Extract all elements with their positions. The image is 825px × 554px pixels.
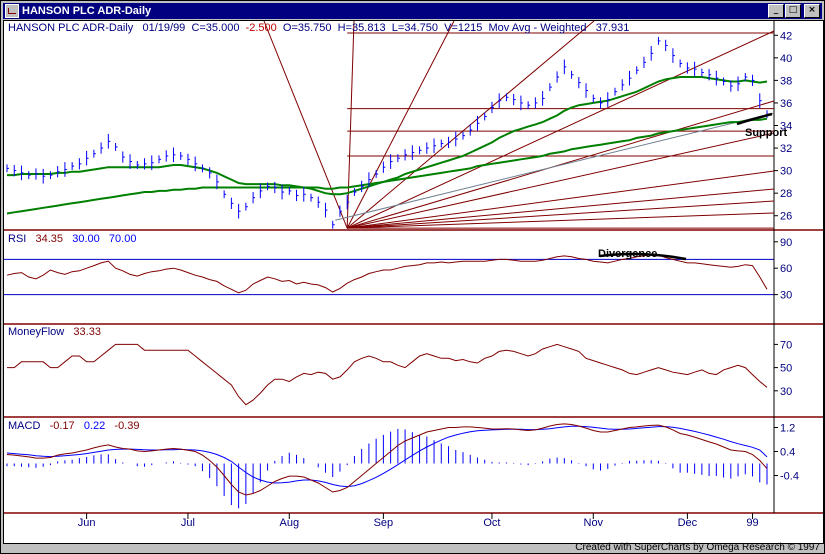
price-header: HANSON PLC ADR-Daily 01/19/99 C=35.000 -…: [8, 22, 629, 34]
moneyflow-label: MoneyFlow: [8, 326, 65, 338]
fan-line: [347, 188, 775, 229]
support-marker: [736, 112, 773, 126]
price-axis-label: 32: [780, 143, 792, 155]
chart-area[interactable]: Jun Jul Aug Sep Oct Nov Dec 99 26 28 30 32 34 36 38 40 4…: [3, 20, 824, 544]
price-axis-label: 36: [780, 98, 792, 110]
fan-line: [347, 132, 775, 229]
fan-line: [347, 200, 775, 229]
rsi-line: [6, 253, 768, 294]
low-label: L=34.750: [391, 22, 438, 34]
month-label: Dec: [678, 517, 698, 529]
month-label: Nov: [584, 517, 604, 529]
indicator-value: 37.931: [595, 22, 630, 34]
macd-header: MACD -0.17 0.22 -0.39: [8, 420, 139, 432]
close-label: C=35.000: [191, 22, 240, 34]
fan-line: [263, 21, 348, 229]
close-button[interactable]: ×: [804, 4, 820, 18]
fan-line: [346, 21, 355, 229]
month-label: Sep: [374, 517, 394, 529]
macd-value-2: 0.22: [83, 420, 106, 432]
fan-line: [346, 30, 775, 229]
fan-line: [347, 170, 775, 229]
rsi-axis-label: 60: [780, 263, 792, 275]
date-label: 01/19/99: [142, 22, 186, 34]
price-axis-label: 38: [780, 75, 792, 87]
rsi-axis-label: 90: [780, 237, 792, 249]
rsi-lower: 30.00: [72, 233, 100, 245]
change-label: -2.500: [245, 22, 277, 34]
macd-axis-label: 1.2: [780, 423, 795, 435]
month-label: Jun: [78, 517, 96, 529]
title-bar[interactable]: HANSON PLC ADR-Daily _ □ ×: [3, 3, 822, 19]
divergence-annotation: Divergence: [598, 248, 658, 260]
ma-weighted-line: [7, 76, 768, 196]
macd-value-3: -0.39: [114, 420, 140, 432]
price-axis-label: 30: [780, 166, 792, 178]
macd-line: [6, 423, 768, 496]
moneyflow-value: 33.33: [73, 326, 101, 338]
ma-slow-line: [6, 117, 768, 215]
rsi-axis-label: 30: [780, 290, 792, 302]
rsi-header: RSI 34.35 30.00 70.00: [8, 233, 136, 245]
fan-line: [347, 212, 775, 229]
minimize-button[interactable]: _: [768, 4, 784, 18]
month-label: Jul: [181, 517, 195, 529]
macd-label: MACD: [8, 420, 41, 432]
support-trendline: [335, 112, 775, 221]
moneyflow-header: MoneyFlow 33.33: [8, 326, 101, 338]
symbol-label: HANSON PLC ADR-Daily: [8, 22, 134, 34]
moneyflow-axis-label: 30: [780, 386, 792, 398]
price-axis-label: 42: [780, 30, 792, 42]
month-label: Oct: [483, 517, 500, 529]
rsi-upper: 70.00: [108, 233, 137, 245]
macd-value-1: -0.17: [49, 420, 75, 432]
price-axis-label: 34: [780, 121, 792, 133]
month-label: Aug: [279, 517, 299, 529]
credit-text: Created with SuperCharts by Omega Resear…: [575, 542, 820, 553]
window-title: HANSON PLC ADR-Daily: [22, 5, 152, 17]
moneyflow-axis-label: 70: [780, 339, 792, 351]
month-label: 99: [746, 517, 758, 529]
support-annotation: Support: [745, 127, 788, 139]
moneyflow-line: [7, 343, 768, 406]
price-axis-label: 26: [780, 211, 792, 223]
chart-app-icon[interactable]: [5, 4, 19, 18]
indicator-label: Mov Avg - Weighted: [488, 22, 587, 34]
fan-line: [346, 21, 455, 229]
volume-label: V=1215: [444, 22, 483, 34]
high-label: H=35.813: [337, 22, 386, 34]
fan-line: [347, 100, 775, 229]
macd-signal-line: [6, 425, 768, 488]
open-label: O=35.750: [282, 22, 332, 34]
rsi-value: 34.35: [35, 233, 64, 245]
price-axis-label: 28: [780, 188, 792, 200]
maximize-button[interactable]: □: [785, 4, 801, 18]
chart-svg[interactable]: Jun Jul Aug Sep Oct Nov Dec 99 26 28 30 32 34 36 38 40 4…: [4, 21, 823, 543]
macd-axis-label: 0.4: [780, 447, 795, 459]
moneyflow-axis-label: 50: [780, 363, 792, 375]
price-axis-label: 40: [780, 53, 792, 65]
macd-axis-label: -0.4: [780, 471, 799, 483]
rsi-label: RSI: [8, 233, 27, 245]
divergence-marker: [599, 252, 687, 261]
